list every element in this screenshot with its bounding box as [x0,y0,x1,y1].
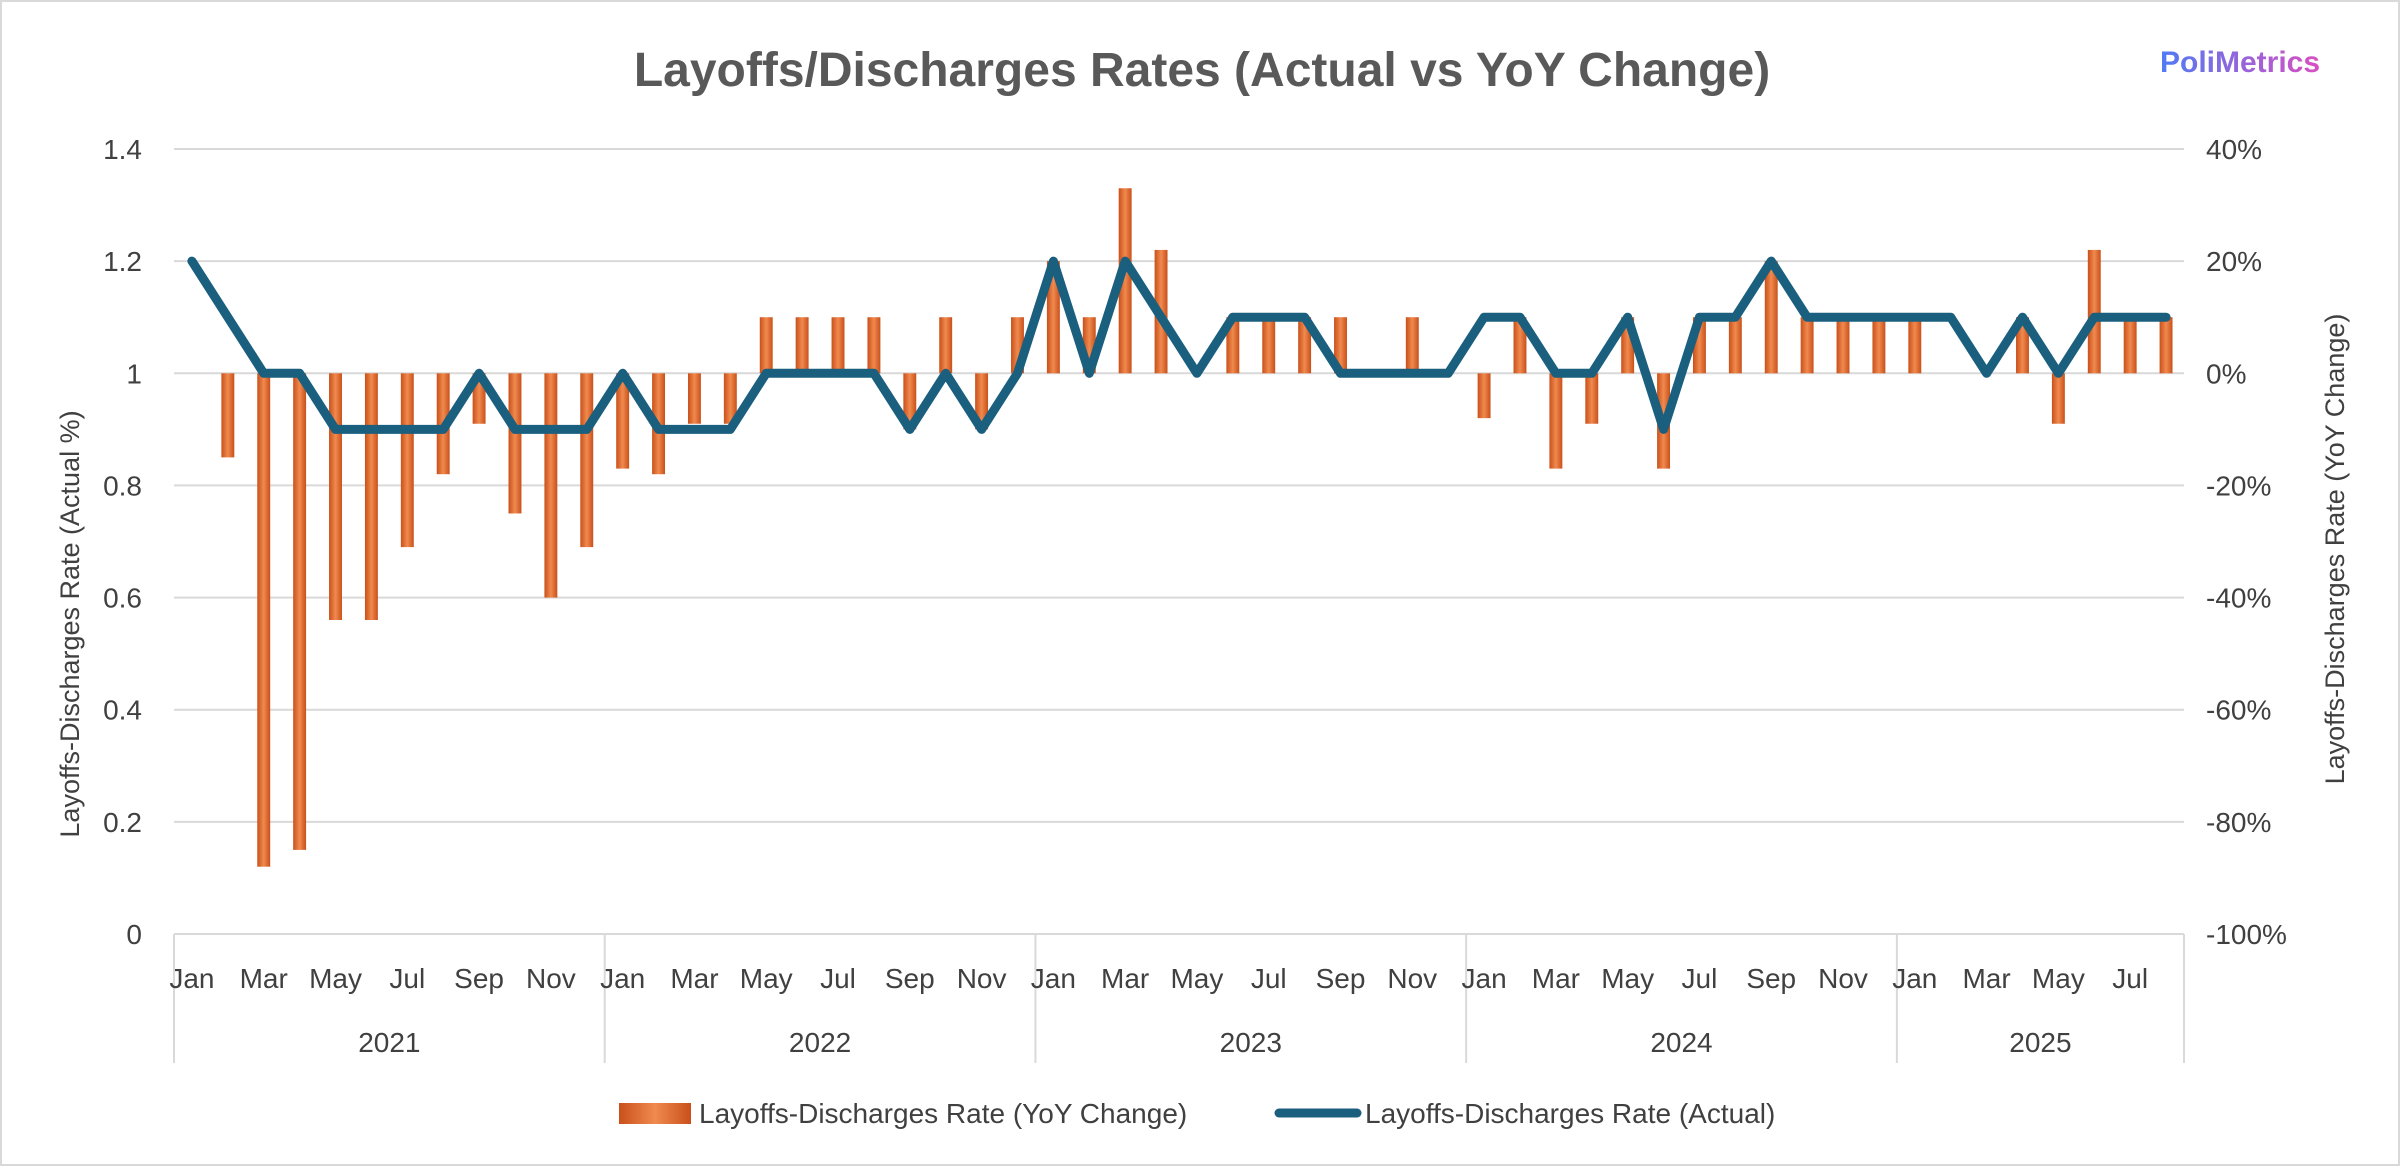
y-right-tick-label: 20% [2206,246,2262,277]
bar-yoy [1872,317,1885,373]
x-tick-label-month: Sep [1316,963,1366,994]
bar-yoy [867,317,880,373]
line-actual [192,261,2166,429]
x-tick-label-month: Mar [1532,963,1580,994]
legend-label-yoy: Layoffs-Discharges Rate (YoY Change) [699,1098,1187,1129]
x-tick-label-month: Jul [2112,963,2148,994]
y-axis-left-title: Layoffs-Discharges Rate (Actual %) [55,410,85,837]
bar-yoy [257,373,270,866]
bar-yoy [329,373,342,620]
x-tick-label-month: Nov [957,963,1007,994]
bar-yoy [293,373,306,850]
y-left-tick-label: 1.4 [103,134,142,165]
y-left-tick-label: 0.2 [103,807,142,838]
x-tick-label-month: Jan [1031,963,1076,994]
y-right-tick-label: -20% [2206,470,2271,501]
x-tick-label-month: Jul [820,963,856,994]
bar-yoy [365,373,378,620]
y-axis-ticks: 0 -100% 0.2 -80% 0.4 -60% 0.6 -40% 0.8 -20% 1 0% 1.2… [103,134,2287,950]
x-tick-label-month: Jul [1251,963,1287,994]
x-tick-label-month: Mar [670,963,718,994]
x-tick-label-month: Sep [1746,963,1796,994]
x-tick-label-month: Jul [389,963,425,994]
x-tick-label-month: Nov [1387,963,1437,994]
x-tick-label-month: Jul [1682,963,1718,994]
y-left-tick-label: 1.2 [103,246,142,277]
bar-yoy [2160,317,2173,373]
x-tick-label-month: Jan [600,963,645,994]
bar-yoy [832,317,845,373]
bar-yoy [1765,261,1778,373]
legend: Layoffs-Discharges Rate (YoY Change) Lay… [619,1098,1775,1129]
x-tick-label-year: 2022 [789,1027,851,1058]
bar-yoy [2088,250,2101,373]
x-tick-label-month: May [740,963,793,994]
y-right-tick-label: -100% [2206,919,2287,950]
y-right-tick-label: -80% [2206,807,2271,838]
bar-yoy [2124,317,2137,373]
x-tick-label-month: Jan [1462,963,1507,994]
brand-logo-text: PoliMetrics [2160,46,2320,79]
legend-swatch-yoy [619,1103,691,1124]
y-left-tick-label: 1 [126,358,142,389]
x-tick-label-month: Jan [1892,963,1937,994]
bar-yoy [760,317,773,373]
x-tick-label-month: Mar [1101,963,1149,994]
bar-yoy [221,373,234,457]
x-tick-label-month: May [1601,963,1654,994]
x-tick-label-month: Sep [885,963,935,994]
x-tick-label-year: 2023 [1220,1027,1282,1058]
chart-title: Layoffs/Discharges Rates (Actual vs YoY … [634,44,1770,97]
bar-yoy [1478,373,1491,418]
bar-series-yoy [221,188,2172,866]
line-series-actual [192,261,2166,429]
x-tick-label-year: 2025 [2009,1027,2071,1058]
bar-yoy [1801,317,1814,373]
bar-yoy [796,317,809,373]
bar-yoy [1406,317,1419,373]
x-tick-label-month: Sep [454,963,504,994]
bar-yoy [509,373,522,513]
bar-yoy [401,373,414,547]
bar-yoy [2052,373,2065,423]
bar-yoy [688,373,701,423]
bar-yoy [1585,373,1598,423]
x-tick-label-year: 2024 [1650,1027,1712,1058]
x-tick-label-month: Nov [526,963,576,994]
y-right-tick-label: 40% [2206,134,2262,165]
gridlines [174,149,2184,822]
x-tick-label-month: Nov [1818,963,1868,994]
x-tick-label-month: May [309,963,362,994]
x-tick-label-month: May [1170,963,1223,994]
y-left-tick-label: 0.6 [103,583,142,614]
y-left-tick-label: 0.4 [103,695,142,726]
y-right-tick-label: -40% [2206,583,2271,614]
y-right-tick-label: -60% [2206,695,2271,726]
bar-yoy [1729,317,1742,373]
x-tick-label-month: Mar [1962,963,2010,994]
legend-label-actual: Layoffs-Discharges Rate (Actual) [1365,1098,1775,1129]
bar-yoy [939,317,952,373]
x-axis: Jan Mar May Jul Sep Nov 2021 Jan Mar May Jul Sep Nov… [169,934,2184,1063]
bar-yoy [1908,317,1921,373]
y-left-tick-label: 0.8 [103,470,142,501]
y-left-tick-label: 0 [126,919,142,950]
x-tick-label-month: Mar [240,963,288,994]
bar-yoy [1549,373,1562,468]
bar-yoy [1837,317,1850,373]
x-tick-label-month: May [2032,963,2085,994]
bar-yoy [580,373,593,547]
bar-yoy [1262,317,1275,373]
x-tick-label-year: 2021 [358,1027,420,1058]
y-axis-right-title: Layoffs-Discharges Rate (YoY Change) [2320,314,2350,785]
y-right-tick-label: 0% [2206,358,2246,389]
bar-yoy [544,373,557,597]
x-tick-label-month: Jan [169,963,214,994]
